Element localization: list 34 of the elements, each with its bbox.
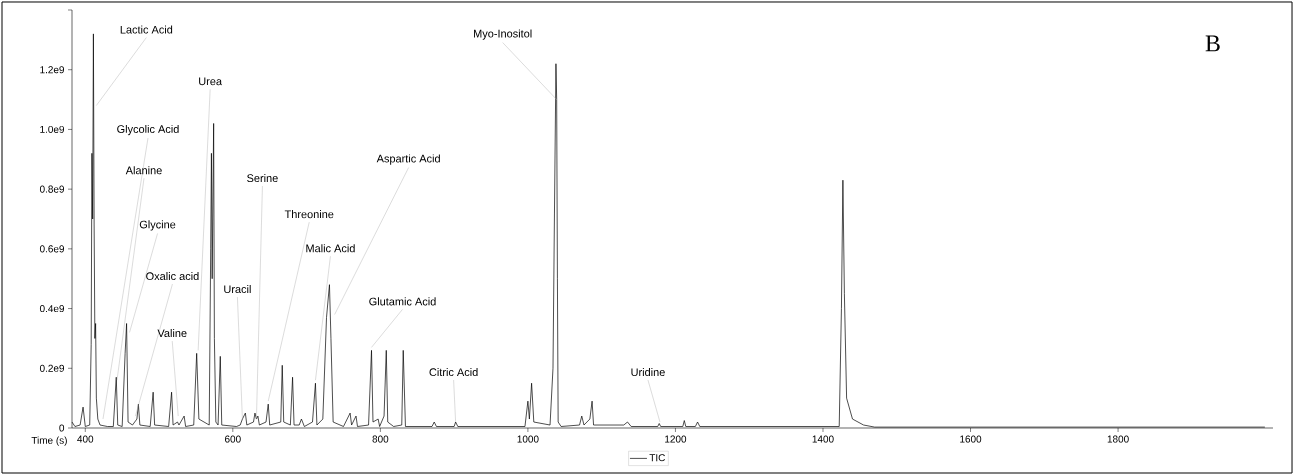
annotation: Lactic Acid — [120, 25, 173, 34]
x-tick-label: 1400 — [812, 435, 834, 443]
annotation: Alanine — [125, 166, 162, 175]
y-tick-label: 0.2e9 — [39, 364, 65, 372]
x-tick-label: 1600 — [960, 435, 982, 443]
annotation: Serine — [247, 174, 278, 183]
x-axis-title: Time (s) — [31, 436, 67, 446]
x-tick-label: 1000 — [517, 435, 539, 443]
annotation: Glutamic Acid — [369, 297, 436, 306]
annotation: Threonine — [284, 210, 334, 219]
annotation: Malic Acid — [306, 244, 355, 253]
annotation: Valine — [157, 329, 187, 338]
annotation: Urea — [199, 77, 223, 86]
annotation: Uridine — [631, 368, 665, 377]
legend-label: TIC — [649, 454, 665, 462]
annotation: Oxalic acid — [146, 272, 199, 281]
annotation: Uracil — [224, 285, 251, 294]
annotation: Glycine — [139, 220, 176, 231]
x-tick-label: 1800 — [1107, 435, 1129, 443]
x-tick-label: 600 — [225, 435, 241, 443]
y-tick-label: 0.4e9 — [39, 305, 65, 313]
x-tick-label: 400 — [77, 435, 94, 443]
annotation: B — [1205, 35, 1220, 52]
annotation: Myo-Inositol — [474, 29, 532, 40]
x-tick-label: 800 — [372, 435, 389, 443]
annotation: Glycolic Acid — [117, 124, 179, 136]
x-tick-label: 1200 — [665, 435, 687, 443]
y-tick-label: 0 — [59, 424, 65, 432]
y-tick-label: 1.2e9 — [40, 66, 65, 74]
y-tick-label: 0.8e9 — [39, 185, 65, 193]
annotation: Citric Acid — [429, 368, 478, 377]
annotation: Aspartic Acid — [376, 154, 440, 165]
y-tick-label: 1.0e9 — [40, 125, 65, 133]
y-tick-label: 0.6e9 — [39, 245, 65, 253]
